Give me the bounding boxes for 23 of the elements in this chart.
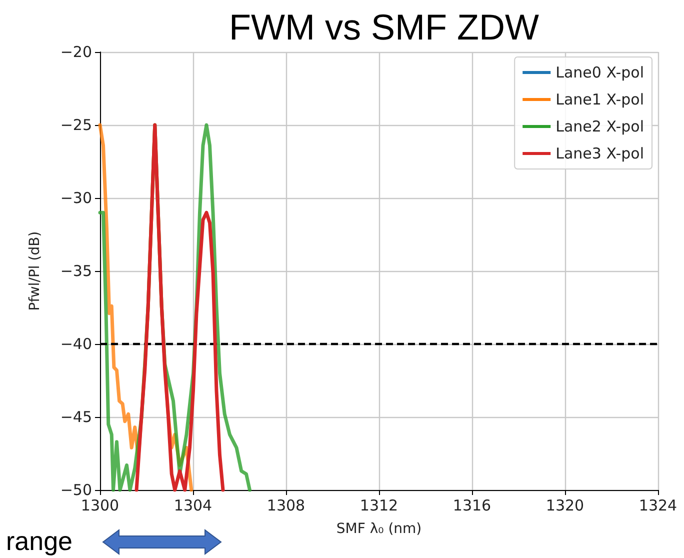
chart-title: FWM vs SMF ZDW: [229, 6, 539, 48]
legend-label: Lane3 X-pol: [556, 144, 644, 162]
y-tick-label: −20: [60, 43, 92, 61]
line-series: [134, 123, 225, 492]
x-tick-label: 1324: [638, 496, 678, 514]
x-tick-label: 1320: [546, 496, 584, 514]
y-tick-label: −45: [60, 408, 92, 426]
x-tick-label: 1304: [174, 496, 212, 514]
legend-label: Lane2 X-pol: [556, 118, 644, 136]
x-tick-label: 1300: [80, 496, 120, 514]
x-axis-title: SMF λ₀ (nm): [336, 521, 422, 537]
legend-label: Lane1 X-pol: [556, 90, 644, 108]
x-tick-label: 1316: [452, 496, 492, 514]
x-tick-label: 1312: [360, 496, 398, 514]
y-tick-label: −50: [60, 481, 92, 499]
y-tick-label: −35: [60, 262, 92, 280]
legend-label: Lane0 X-pol: [556, 64, 644, 82]
y-tick-label: −40: [60, 335, 92, 353]
y-tick-label: −25: [60, 116, 92, 134]
x-tick-label: 1308: [266, 496, 306, 514]
text: range: [6, 526, 72, 557]
y-axis-title: Pfwl/Pl (dB): [27, 231, 43, 311]
y-tick-label: −30: [60, 189, 92, 207]
